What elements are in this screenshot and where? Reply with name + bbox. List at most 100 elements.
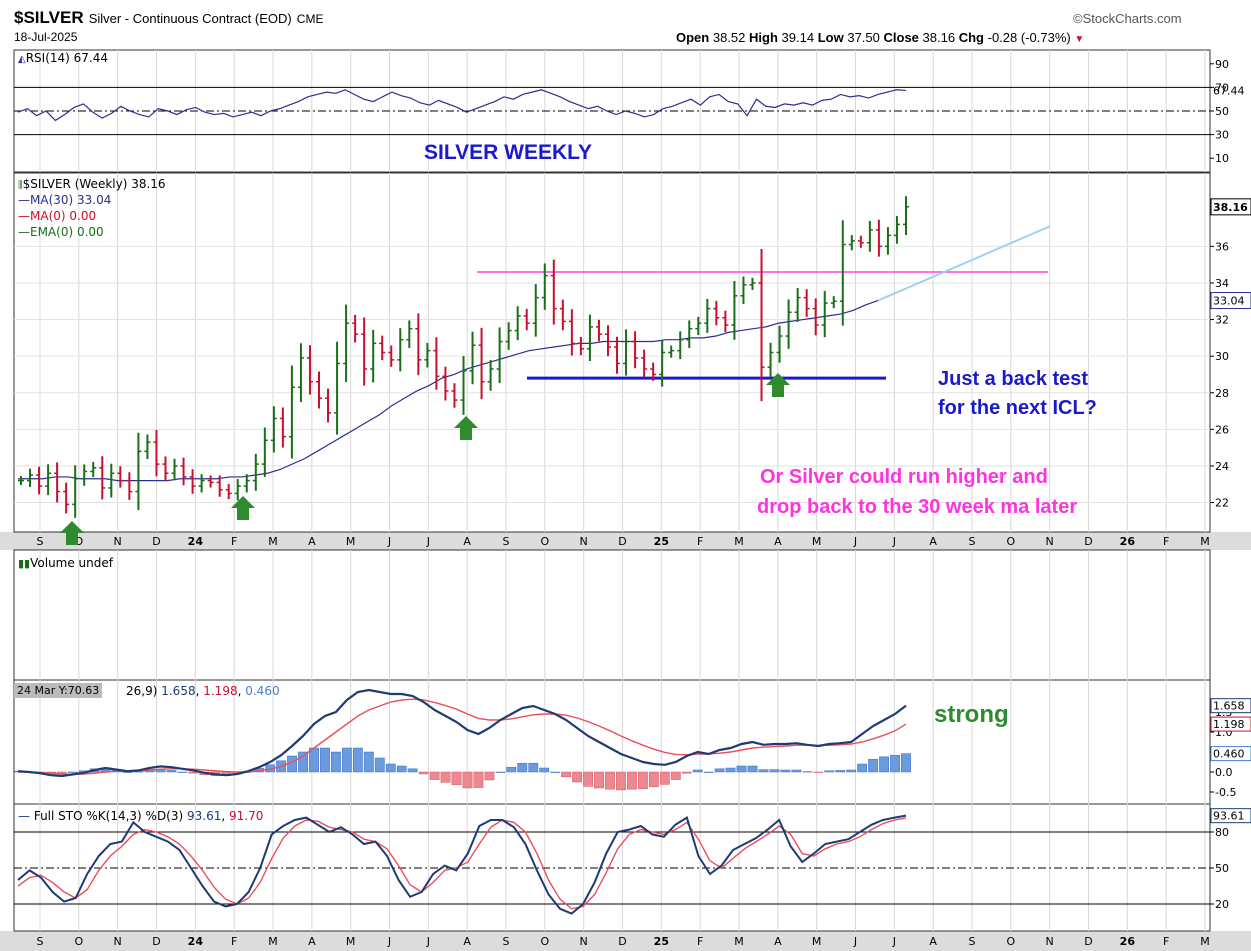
macd-histogram-bar xyxy=(320,747,330,773)
x-axis-tick-label: N xyxy=(580,535,588,548)
rsi-tick-label: 70 xyxy=(1215,81,1229,94)
macd-histogram-bar xyxy=(846,769,857,773)
sto-tick-label: 80 xyxy=(1215,826,1229,839)
ohlc-readout: Open 38.52 High 39.14 Low 37.50 Close 38… xyxy=(676,31,1084,45)
x-axis-tick-label: M xyxy=(268,535,278,548)
x-axis-tick-label: J xyxy=(426,935,430,948)
strong-annotation: strong xyxy=(934,701,1009,728)
x-axis-tick-label: 26 xyxy=(1120,935,1136,948)
macd-histogram-bar xyxy=(561,771,572,778)
rsi-tick-label: 50 xyxy=(1215,105,1229,118)
x-axis-tick-label: A xyxy=(774,935,782,948)
x-axis-tick-label: A xyxy=(463,535,471,548)
x-axis-tick-label: A xyxy=(308,935,316,948)
x-axis-tick-label: S xyxy=(969,535,976,548)
x-axis-tick-label: D xyxy=(618,535,626,548)
x-axis-tick-label: J xyxy=(387,535,391,548)
macd-histogram-bar xyxy=(780,769,791,773)
macd-histogram-bar xyxy=(473,771,484,788)
brand-logo[interactable]: ©StockCharts.com xyxy=(1073,11,1182,26)
x-axis-tick-label: J xyxy=(892,935,896,948)
x-axis-tick-label: F xyxy=(231,935,237,948)
x-axis-tick-label: N xyxy=(114,935,122,948)
low-value: 37.50 xyxy=(847,30,880,45)
x-axis-tick-label: M xyxy=(268,935,278,948)
macd-histogram-bar xyxy=(188,771,199,774)
macd-histogram-bar xyxy=(659,771,670,785)
macd-histogram-bar xyxy=(440,771,451,783)
run-higher-annotation-line2: drop back to the 30 week ma later xyxy=(757,496,1078,518)
macd-histogram-bar xyxy=(835,770,846,773)
up-arrow-icon xyxy=(454,416,478,440)
x-axis-tick-label: O xyxy=(1006,935,1015,948)
macd-value-box xyxy=(1210,716,1251,732)
x-axis-tick-label: O xyxy=(540,935,549,948)
bar-chart-icon: ⫼ xyxy=(18,180,23,191)
macd-legend: 26,9) 1.658, 1.198, 0.460 xyxy=(126,684,280,698)
x-axis-tick-label: D xyxy=(1084,935,1092,948)
macd-histogram-bar xyxy=(133,771,144,773)
macd-value-line: 1.658 xyxy=(161,684,196,698)
sto-value-k: 93.61 xyxy=(187,809,222,823)
up-arrow-icon xyxy=(60,521,84,545)
x-axis-tick-label: A xyxy=(929,935,937,948)
macd-value-label: 1.658 xyxy=(1213,700,1245,713)
macd-histogram-bar xyxy=(648,771,659,788)
macd-histogram-bar xyxy=(605,771,615,790)
x-axis-tick-label: F xyxy=(697,535,703,548)
macd-histogram-bar xyxy=(517,762,528,773)
x-axis-tick-label: 26 xyxy=(1120,535,1136,548)
price-tick-label: 30 xyxy=(1215,350,1229,363)
macd-histogram-bar xyxy=(627,771,637,790)
macd-tooltip: 24 Mar Y:70.63 xyxy=(14,683,103,698)
x-axis-tick-label: A xyxy=(308,535,316,548)
symbol-label: $SILVER xyxy=(14,8,84,27)
macd-histogram-bar xyxy=(714,768,725,773)
macd-histogram-bar xyxy=(791,769,802,773)
x-axis-tick-label: D xyxy=(152,935,160,948)
trend-projection-line xyxy=(877,225,1051,302)
macd-histogram-bar xyxy=(495,771,506,773)
x-axis-tick-label: A xyxy=(929,535,937,548)
sto-dash: — xyxy=(18,809,30,823)
ma30-value-box xyxy=(1210,292,1251,310)
volume-legend-text: Volume undef xyxy=(30,556,113,570)
macd-histogram-bar xyxy=(802,771,813,773)
macd-histogram-bar xyxy=(67,771,78,773)
macd-histogram-bar xyxy=(506,766,517,773)
macd-histogram-bar xyxy=(890,754,900,773)
macd-signal-line xyxy=(18,698,907,776)
macd-histogram-bar xyxy=(374,757,385,773)
up-arrow-icon xyxy=(766,373,790,397)
macd-histogram-bar xyxy=(451,771,462,786)
sto-value-d: 91.70 xyxy=(229,809,264,823)
macd-value-signal: 1.198 xyxy=(203,684,238,698)
sto-value-label: 93.61 xyxy=(1213,810,1245,823)
x-axis-tick-label: D xyxy=(618,935,626,948)
macd-histogram-bar xyxy=(309,747,319,773)
x-axis-tick-label: J xyxy=(853,535,857,548)
x-axis-tick-label: O xyxy=(1006,535,1015,548)
macd-histogram-bar xyxy=(166,770,177,773)
x-axis-tick-label: M xyxy=(734,535,744,548)
up-arrow-icon xyxy=(231,496,255,520)
volume-bars-icon: ▮▮ xyxy=(18,557,31,570)
price-tick-label: 26 xyxy=(1215,423,1229,436)
macd-histogram-bar xyxy=(637,771,648,790)
x-axis-tick-label: J xyxy=(892,535,896,548)
macd-params: 26,9) xyxy=(126,684,158,698)
x-axis-tick-label: M xyxy=(346,935,356,948)
x-axis-tick-label: A xyxy=(774,535,782,548)
macd-histogram-bar xyxy=(703,771,714,773)
sto-tick-label: 50 xyxy=(1215,862,1229,875)
macd-histogram-bar xyxy=(352,747,363,773)
price-legend: ⫼$SILVER (Weekly) 38.16 xyxy=(18,178,166,191)
x-axis-tick-label: D xyxy=(1084,535,1092,548)
ema0-legend: —EMA(0) 0.00 xyxy=(18,225,104,239)
macd-histogram-bar xyxy=(868,758,879,773)
sto-value-box xyxy=(1210,808,1251,824)
macd-histogram-bar xyxy=(769,769,780,773)
macd-histogram-bar xyxy=(813,771,824,773)
price-panel-frame xyxy=(13,172,1211,533)
